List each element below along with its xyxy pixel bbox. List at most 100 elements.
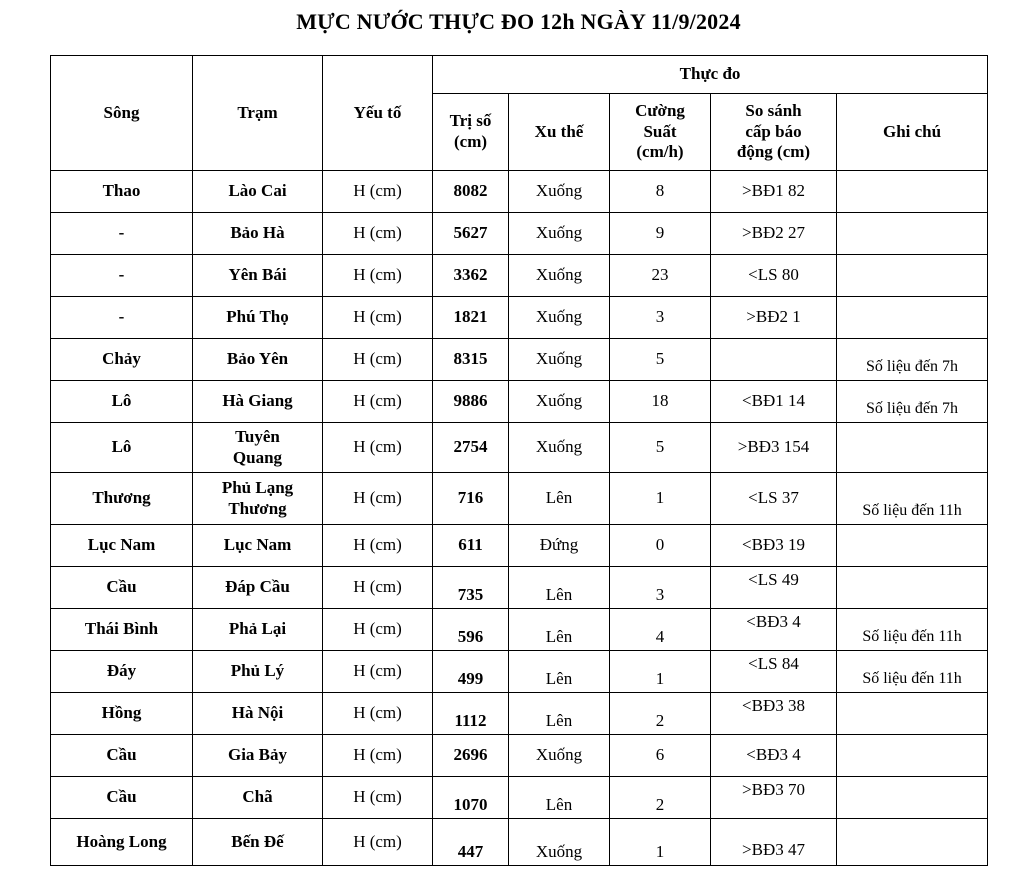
cell-station: Phú Thọ	[192, 296, 323, 339]
cell-trend: Lên	[508, 776, 610, 819]
cell-river: Hồng	[50, 692, 193, 735]
header-yeuto: Yếu tố	[322, 55, 433, 171]
cell-river: Cầu	[50, 566, 193, 609]
cell-trend: Xuống	[508, 254, 610, 297]
header-ghichu: Ghi chú	[835, 93, 989, 171]
cell-element: H (cm)	[322, 296, 433, 339]
cell-river: -	[50, 254, 193, 297]
table-row: Chảy Bảo Yên H (cm) 8315 Xuống 5 Số liệu…	[50, 338, 989, 381]
cell-intensity: 23	[609, 254, 711, 297]
cell-note: Số liệu đến 11h	[835, 650, 989, 693]
cell-element: H (cm)	[322, 338, 433, 381]
cell-element: H (cm)	[322, 170, 433, 213]
cell-value: 3362	[432, 254, 509, 297]
cell-note: Số liệu đến 7h	[835, 380, 989, 423]
cell-trend: Lên	[508, 472, 610, 525]
table-row: Cầu Chã H (cm) 1070 Lên 2 >BĐ3 70	[50, 776, 989, 819]
header-sosanh: So sánh cấp báo động (cm)	[710, 93, 837, 171]
cell-note	[835, 524, 989, 567]
cell-station: Phả Lại	[192, 608, 323, 651]
table-row: Thương Phủ Lạng Thương H (cm) 716 Lên 1 …	[50, 472, 989, 525]
cell-intensity: 9	[609, 212, 711, 255]
header-tram: Trạm	[192, 55, 323, 171]
cell-value: 611	[432, 524, 509, 567]
table-row: Hoàng Long Bến Đế H (cm) 447 Xuống 1 >BĐ…	[50, 818, 989, 866]
cell-trend: Xuống	[508, 212, 610, 255]
cell-note: Số liệu đến 11h	[835, 472, 989, 525]
cell-value: 5627	[432, 212, 509, 255]
cell-intensity: 4	[609, 608, 711, 651]
cell-element: H (cm)	[322, 472, 433, 525]
cell-element: H (cm)	[322, 212, 433, 255]
cell-river: Cầu	[50, 776, 193, 819]
cell-river: -	[50, 296, 193, 339]
page-title: MỰC NƯỚC THỰC ĐO 12h NGÀY 11/9/2024	[296, 9, 741, 34]
cell-value: 2696	[432, 734, 509, 777]
cell-note	[835, 422, 989, 473]
header-row-sub: Trị số (cm) Xu thế Cường Suất (cm/h) So …	[51, 93, 989, 171]
table-body: Thao Lào Cai H (cm) 8082 Xuống 8 >BĐ1 82…	[50, 170, 989, 866]
cell-trend: Lên	[508, 650, 610, 693]
cell-river: -	[50, 212, 193, 255]
cell-element: H (cm)	[322, 734, 433, 777]
cell-intensity: 0	[609, 524, 711, 567]
cell-element: H (cm)	[322, 380, 433, 423]
cell-trend: Xuống	[508, 170, 610, 213]
table-row: Thái Bình Phả Lại H (cm) 596 Lên 4 <BĐ3 …	[50, 608, 989, 651]
cell-note: Số liệu đến 7h	[835, 338, 989, 381]
cell-station: Tuyên Quang	[192, 422, 323, 473]
cell-station: Hà Nội	[192, 692, 323, 735]
cell-intensity: 8	[609, 170, 711, 213]
header-cuongsuat: Cường Suất (cm/h)	[609, 93, 711, 171]
cell-river: Hoàng Long	[50, 818, 193, 866]
cell-note	[835, 566, 989, 609]
cell-alert-compare: >BĐ2 1	[710, 296, 837, 339]
cell-intensity: 1	[609, 472, 711, 525]
table-row: - Phú Thọ H (cm) 1821 Xuống 3 >BĐ2 1	[50, 296, 989, 339]
cell-trend: Đứng	[508, 524, 610, 567]
header-xuthe: Xu thế	[508, 93, 610, 171]
table-row: Lục Nam Lục Nam H (cm) 611 Đứng 0 <BĐ3 1…	[50, 524, 989, 567]
cell-river: Lục Nam	[50, 524, 193, 567]
cell-alert-compare: >BĐ1 82	[710, 170, 837, 213]
cell-value: 1821	[432, 296, 509, 339]
table-row: Thao Lào Cai H (cm) 8082 Xuống 8 >BĐ1 82	[50, 170, 989, 213]
cell-value: 1112	[432, 692, 509, 735]
cell-note: Số liệu đến 11h	[835, 608, 989, 651]
cell-intensity: 1	[609, 818, 711, 866]
cell-trend: Lên	[508, 608, 610, 651]
water-level-table: Sông Trạm Yếu tố Thực đo Trị số (cm) Xu …	[50, 55, 989, 866]
cell-value: 596	[432, 608, 509, 651]
table-row: - Bảo Hà H (cm) 5627 Xuống 9 >BĐ2 27	[50, 212, 989, 255]
cell-river: Thao	[50, 170, 193, 213]
cell-trend: Xuống	[508, 734, 610, 777]
cell-river: Lô	[50, 380, 193, 423]
cell-element: H (cm)	[322, 422, 433, 473]
cell-value: 716	[432, 472, 509, 525]
cell-element: H (cm)	[322, 692, 433, 735]
cell-station: Hà Giang	[192, 380, 323, 423]
cell-alert-compare: >BĐ2 27	[710, 212, 837, 255]
cell-river: Chảy	[50, 338, 193, 381]
cell-station: Yên Bái	[192, 254, 323, 297]
cell-element: H (cm)	[322, 650, 433, 693]
cell-intensity: 3	[609, 296, 711, 339]
cell-intensity: 1	[609, 650, 711, 693]
cell-station: Chã	[192, 776, 323, 819]
cell-note	[835, 692, 989, 735]
cell-station: Bến Đế	[192, 818, 323, 866]
cell-intensity: 6	[609, 734, 711, 777]
header-row-top: Sông Trạm Yếu tố Thực đo	[50, 55, 989, 171]
cell-note	[835, 170, 989, 213]
cell-intensity: 18	[609, 380, 711, 423]
cell-note	[835, 734, 989, 777]
cell-alert-compare: >BĐ3 154	[710, 422, 837, 473]
cell-value: 8082	[432, 170, 509, 213]
cell-intensity: 5	[609, 422, 711, 473]
cell-intensity: 5	[609, 338, 711, 381]
table-row: Đáy Phủ Lý H (cm) 499 Lên 1 <LS 84 Số li…	[50, 650, 989, 693]
cell-trend: Xuống	[508, 296, 610, 339]
cell-station: Phủ Lý	[192, 650, 323, 693]
cell-element: H (cm)	[322, 608, 433, 651]
